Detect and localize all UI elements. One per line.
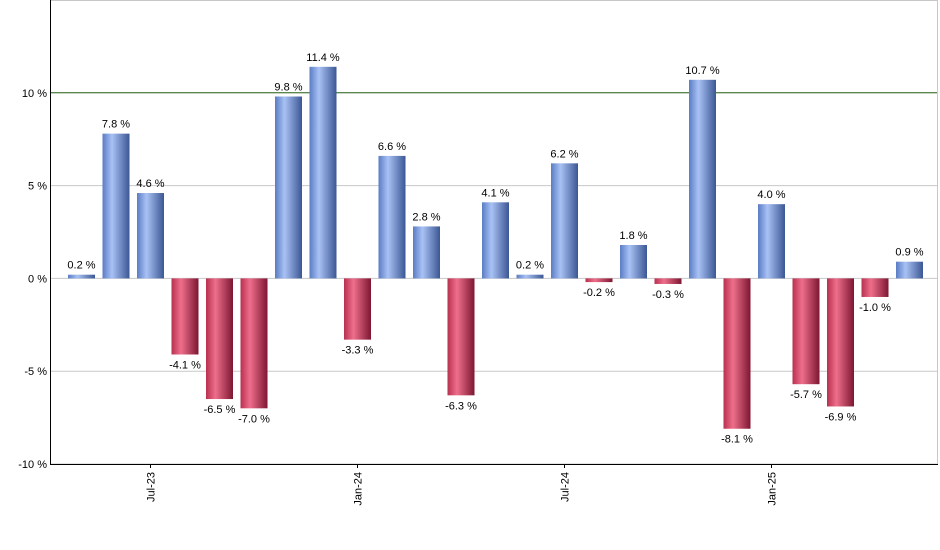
data-label: 6.6 %	[378, 141, 406, 153]
data-label: 0.2 %	[516, 260, 544, 272]
data-label: 10.7 %	[685, 65, 719, 77]
y-tick-label: 0 %	[28, 273, 47, 285]
bar-positive	[516, 274, 544, 279]
y-tick-label: -10 %	[18, 459, 47, 471]
bar-positive	[309, 66, 337, 279]
data-label: 11.4 %	[306, 52, 340, 64]
data-label: -3.3 %	[342, 345, 374, 357]
data-label: -1.0 %	[859, 302, 891, 314]
bar-negative	[654, 278, 682, 284]
data-label: 0.2 %	[67, 260, 95, 272]
data-label: 9.8 %	[274, 82, 302, 94]
data-label: -6.3 %	[445, 400, 477, 412]
data-labels: 0.2 % 7.8 % 4.6 % -4.1 % -6.5 %-7.0 % 9.8 % 11…	[67, 52, 923, 446]
data-label: -0.3 %	[652, 289, 684, 301]
x-tick-label: Jan-24	[353, 472, 365, 506]
bar-negative	[171, 278, 199, 355]
bar-positive	[102, 133, 130, 279]
data-label: 2.8 %	[412, 211, 440, 223]
data-label: 4.6 %	[136, 178, 164, 190]
bar-negative	[861, 278, 889, 297]
data-label: 4.1 %	[481, 187, 509, 199]
bar-negative	[206, 278, 233, 400]
bar-negative	[344, 278, 371, 340]
bar-negative	[723, 278, 751, 429]
data-label: -5.7 %	[790, 389, 822, 401]
x-tick-label: Jul-23	[146, 472, 158, 502]
bar-positive	[896, 261, 923, 279]
data-label: 7.8 %	[102, 119, 130, 131]
bar-positive	[758, 204, 785, 279]
bar-positive	[551, 163, 578, 279]
bars	[68, 66, 923, 429]
y-tick-label: 5 %	[28, 181, 47, 193]
bar-positive	[482, 202, 509, 279]
data-label: 4.0 %	[757, 189, 785, 201]
y-tick-label: -5 %	[24, 366, 47, 378]
bar-negative	[585, 278, 613, 283]
bar-positive	[275, 96, 302, 279]
bar-negative	[792, 278, 820, 385]
data-label: 6.2 %	[550, 148, 578, 160]
data-label: -6.9 %	[825, 411, 857, 423]
bar-negative	[827, 278, 854, 407]
bar-negative	[240, 278, 268, 409]
bar-positive	[68, 274, 95, 279]
bar-positive	[413, 226, 440, 279]
data-label: -7.0 %	[238, 413, 270, 425]
y-tick-label: 10 %	[22, 88, 47, 100]
data-label: -0.2 %	[583, 287, 615, 299]
x-tick-label: Jul-24	[560, 472, 572, 502]
bar-positive	[689, 79, 716, 279]
data-label: -8.1 %	[721, 434, 753, 446]
bar-positive	[620, 244, 647, 279]
axes: -10 % -5 % 0 % 5 % 10 % Jul-23 Jan-24 Jul-24 Jan…	[18, 0, 938, 506]
data-label: 1.8 %	[619, 230, 647, 242]
bar-negative	[447, 278, 475, 396]
x-tick-label: Jan-25	[767, 472, 779, 506]
data-label: -4.1 %	[169, 359, 201, 371]
data-label: 0.9 %	[895, 247, 923, 259]
bar-positive	[378, 155, 406, 279]
bar-positive	[137, 193, 164, 279]
data-label: -6.5 %	[204, 404, 236, 416]
